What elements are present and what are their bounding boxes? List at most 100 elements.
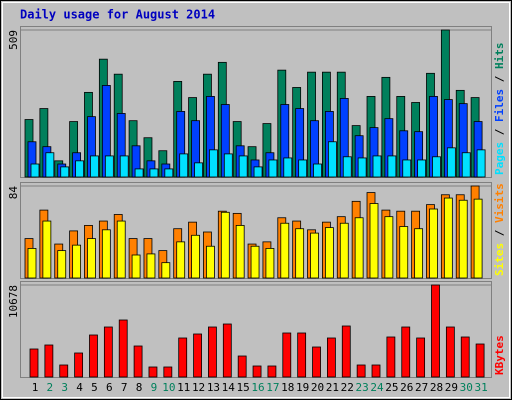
bar [131,254,141,279]
bar [252,365,262,378]
legend-entry: KBytes [493,335,506,375]
bar [176,241,186,279]
bar [193,333,202,378]
bar [163,366,173,378]
bar [357,157,367,178]
legend: Pages / Files / Hits [493,43,506,176]
bar [149,168,159,178]
bar [371,364,381,378]
bar [339,222,349,279]
x-tick-label: 30 [460,381,473,394]
y-tick-label: 509 [7,30,20,50]
bar [133,345,143,378]
bar [237,355,247,378]
x-tick-label: 7 [121,381,128,394]
bar [179,153,189,178]
x-tick-label: 4 [76,381,83,394]
legend-entry: Files [493,89,506,122]
bar [191,234,200,279]
x-tick-label: 23 [356,381,369,394]
legend-separator: / [493,223,506,243]
bar [356,364,366,378]
bar [148,366,158,378]
bar [223,153,233,178]
bar [283,157,293,178]
bar [104,155,114,178]
x-tick-label: 18 [281,381,294,394]
x-tick-label: 14 [222,381,236,394]
legend-entry: Pages [493,142,506,175]
bar [417,159,427,178]
bar [342,156,352,178]
bar [446,147,456,178]
x-tick-label: 24 [370,381,384,394]
bar [298,159,308,178]
bar [75,160,85,178]
bar [312,346,321,378]
bar [327,141,337,178]
bar [90,155,99,178]
x-tick-label: 28 [430,381,443,394]
x-tick-label: 20 [311,381,324,394]
x-tick-label: 6 [106,381,113,394]
bar [280,222,290,279]
legend-separator: / [493,69,506,89]
bar [268,159,278,178]
legend: KBytes [493,335,506,375]
bar [402,159,412,178]
bar [116,220,126,279]
x-tick-label: 19 [296,381,309,394]
bar [458,199,468,279]
bar [431,284,440,378]
x-tick-label: 21 [326,381,339,394]
bar [372,155,382,178]
x-tick-label: 5 [91,381,98,394]
bar [178,337,188,378]
bar [313,163,322,178]
bar [445,326,455,378]
bar [235,225,245,279]
bar [146,253,156,279]
legend-entry: Visits [493,183,506,223]
x-tick-label: 10 [162,381,175,394]
bar [429,208,438,279]
x-tick-label: 16 [251,381,264,394]
bar [57,250,67,279]
bar [253,166,263,178]
bar [399,226,409,279]
x-tick-label: 9 [151,381,158,394]
bar [387,155,397,178]
bar [473,198,483,279]
bar [194,162,203,178]
bar [238,155,248,178]
x-tick-label: 17 [266,381,279,394]
bar [161,262,171,279]
y-tick-label: 84 [7,186,20,200]
bar [60,166,70,178]
bar [30,163,40,178]
bar [384,216,394,279]
x-tick-label: 31 [474,381,487,394]
bar [416,337,426,378]
y-tick-label: 10678 [7,285,20,318]
x-tick-label: 11 [177,381,190,394]
bar [208,326,217,378]
x-tick-label: 15 [237,381,250,394]
x-tick-label: 8 [136,381,143,394]
x-tick-label: 26 [400,381,413,394]
bar [414,228,424,279]
legend-entry: Hits [493,43,506,70]
bar [475,343,485,378]
bar [324,227,334,279]
bar [443,197,453,279]
bar [282,332,292,378]
bar [72,244,82,279]
bar [461,152,471,178]
x-tick-label: 3 [61,381,68,394]
bar [103,326,113,378]
chart-title: Daily usage for August 2014 [20,8,215,22]
bar [134,168,144,178]
